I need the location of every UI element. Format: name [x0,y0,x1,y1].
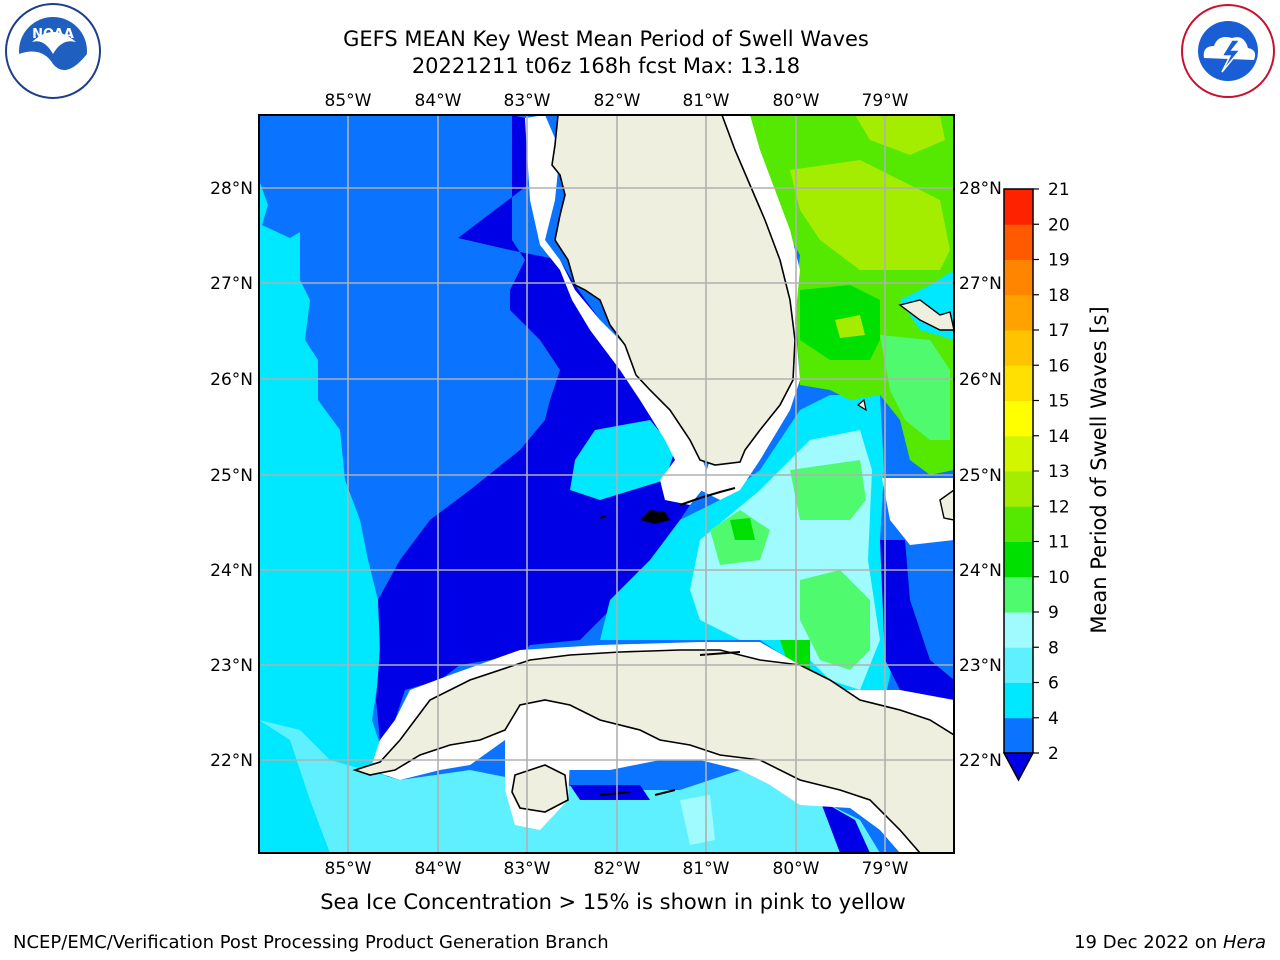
lat-labels-right: 28°N 27°N 26°N 25°N 24°N 23°N 22°N [959,179,1002,771]
colorbar-tick-label: 12 [1048,497,1070,517]
lon-label: 82°W [594,91,641,111]
colorbar-tick-label: 4 [1048,709,1059,729]
colorbar-segment [1004,435,1033,472]
map-plot-area [259,115,954,853]
lat-label: 28°N [210,179,253,199]
colorbar-segment [1004,189,1033,225]
svg-text:NOAA: NOAA [32,27,74,42]
lon-labels-top: 85°W 84°W 83°W 82°W 81°W 80°W 79°W [325,91,909,111]
colorbar-under-arrow [1002,752,1035,782]
colorbar-segment [1004,224,1033,260]
colorbar-segment [1004,471,1033,507]
lat-label: 26°N [210,370,253,390]
run-date-credit: 19 Dec 2022 on Hera [1074,932,1266,953]
lon-label: 81°W [683,859,730,879]
colorbar-tick-label: 16 [1048,356,1070,376]
colorbar-tick-label: 2 [1048,744,1059,764]
colorbar-segment [1004,576,1033,613]
colorbar-tick-label: 17 [1048,321,1070,341]
colorbar-segment [1004,365,1033,401]
map-gridlines [259,115,954,853]
lat-label: 23°N [210,656,253,676]
map-frame [258,114,955,854]
lon-label: 80°W [773,859,820,879]
colorbar-tick-label: 19 [1048,251,1070,271]
chart-subtitle: 20221211 t06z 168h fcst Max: 13.18 [411,54,801,78]
colorbar-segment [1004,682,1033,719]
lon-label: 83°W [504,91,551,111]
colorbar-tick-label: 6 [1048,674,1059,694]
lat-label: 27°N [210,274,253,294]
noaa-logo: NOAA [5,3,101,99]
colorbar-tick-label: 21 [1048,180,1070,200]
colorbar-label: Mean Period of Swell Waves [s] [1087,306,1111,634]
producer-credit: NCEP/EMC/Verification Post Processing Pr… [13,932,609,953]
colorbar-tick-label: 18 [1048,286,1070,306]
colorbar-segment [1004,330,1033,366]
lat-label: 22°N [959,751,1002,771]
lat-label: 28°N [959,179,1002,199]
colorbar-tick-label: 10 [1048,568,1070,588]
lon-label: 84°W [415,91,462,111]
colorbar-tick-label: 15 [1048,392,1070,412]
colorbar-tick-label: 8 [1048,638,1059,658]
nws-logo [1181,4,1275,98]
lon-label: 79°W [862,859,909,879]
lat-label: 24°N [959,561,1002,581]
lon-label: 85°W [325,91,372,111]
lat-label: 25°N [210,466,253,486]
colorbar-segment [1004,541,1033,578]
lon-labels-bottom: 85°W 84°W 83°W 82°W 81°W 80°W 79°W [325,859,909,879]
lon-label: 81°W [683,91,730,111]
colorbar: 2 4 6 8 9 10 11 12 13 14 15 16 17 18 19 20 21 [1002,180,1070,782]
sea-ice-note: Sea Ice Concentration > 15% is shown in … [320,890,906,914]
lat-labels-left: 28°N 27°N 26°N 25°N 24°N 23°N 22°N [210,179,253,771]
colorbar-segment [1004,259,1033,296]
lat-label: 22°N [210,751,253,771]
colorbar-segment [1004,612,1033,648]
colorbar-tick-label: 14 [1048,427,1070,447]
colorbar-segment [1004,506,1033,542]
colorbar-segment [1004,647,1033,683]
lat-label: 25°N [959,466,1002,486]
lon-label: 80°W [773,91,820,111]
lon-label: 84°W [415,859,462,879]
lon-label: 82°W [594,859,641,879]
colorbar-tick-label: 9 [1048,603,1059,623]
run-date: 19 Dec 2022 on [1074,932,1223,953]
lon-label: 83°W [504,859,551,879]
lat-label: 23°N [959,656,1002,676]
colorbar-tick-label: 13 [1048,462,1070,482]
colorbar-tick-label: 11 [1048,533,1070,553]
chart-title: GEFS MEAN Key West Mean Period of Swell … [343,27,869,51]
lat-label: 26°N [959,370,1002,390]
host-name: Hera [1222,932,1266,953]
lat-label: 27°N [959,274,1002,294]
colorbar-segment [1004,294,1033,331]
lon-label: 79°W [862,91,909,111]
lon-label: 85°W [325,859,372,879]
colorbar-segment [1004,400,1033,437]
lat-label: 24°N [210,561,253,581]
colorbar-segment [1004,717,1033,754]
colorbar-tick-label: 20 [1048,215,1070,235]
